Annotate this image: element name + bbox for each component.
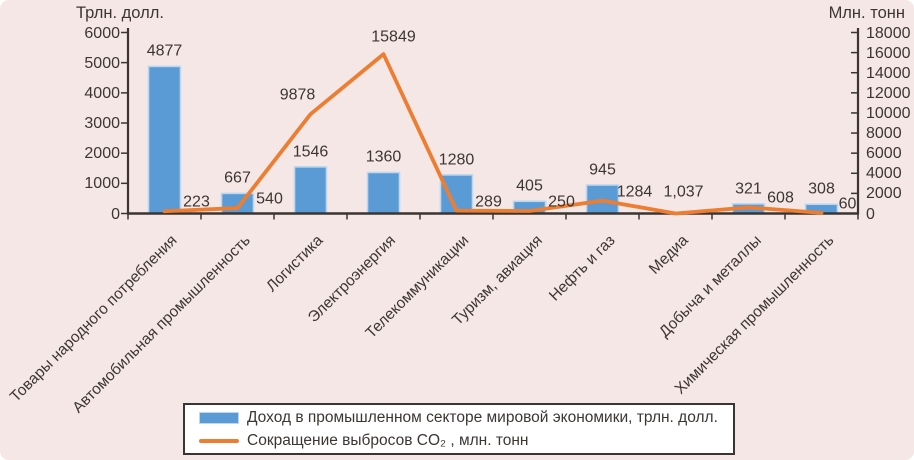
- bar-value-label: 1360: [365, 148, 402, 166]
- bar-value-label: 1546: [292, 143, 329, 161]
- line-value-label: 250: [548, 193, 575, 211]
- left-axis-title: Трлн. долл.: [76, 4, 164, 22]
- bar-2: [293, 166, 328, 215]
- legend-line-swatch-icon: [199, 438, 239, 443]
- legend-item-label: Сокращение выбросов CO₂ , млн. тонн: [247, 431, 529, 449]
- y-axis-right-tick-label: 16000: [866, 44, 911, 62]
- bar-value-label: 4877: [146, 42, 183, 60]
- bar-value-label: 945: [589, 161, 616, 179]
- bar-value-label: 321: [735, 180, 762, 198]
- line-value-label: 60: [838, 195, 857, 213]
- line-value-label: 223: [183, 193, 210, 211]
- bar-value-label: 667: [224, 169, 251, 187]
- line-value-label: 289: [475, 193, 502, 211]
- y-axis-right-tick-label: 12000: [866, 84, 911, 102]
- y-axis-right-tick-label: 8000: [866, 125, 902, 143]
- legend-item-co2: Сокращение выбросов CO₂ , млн. тонн: [185, 432, 733, 450]
- right-axis-title: Млн. тонн: [828, 4, 905, 22]
- co2-line-series: [162, 52, 824, 216]
- y-axis-right-tick-label: 10000: [866, 104, 911, 122]
- y-axis-right-tick-label: 2000: [866, 185, 902, 203]
- y-axis-right-tick-label: 18000: [866, 24, 911, 42]
- y-axis-left-tick-label: 1000: [84, 175, 120, 193]
- y-axis-right-tick-label: 6000: [866, 145, 902, 163]
- bar-0: [147, 65, 182, 215]
- y-axis-right-tick-label: 0: [866, 205, 875, 223]
- y-axis-right-tick-label: 14000: [866, 64, 911, 82]
- y-axis-left-tick-label: 0: [111, 205, 120, 223]
- line-value-label: 15849: [371, 28, 416, 46]
- y-axis-left-tick-label: 3000: [84, 115, 120, 132]
- bar-value-label: 405: [516, 177, 543, 195]
- y-axis-left-tick-label: 4000: [84, 84, 120, 102]
- bar-value-label: 308: [808, 180, 835, 198]
- line-value-label: 608: [767, 189, 794, 207]
- y-axis-right-tick-label: 4000: [866, 165, 902, 183]
- line-value-label: 1284: [616, 183, 653, 201]
- bar-value-label: 1280: [438, 151, 475, 169]
- line-value-label: 1,037: [663, 183, 704, 201]
- y-axis-left-tick-label: 6000: [84, 24, 120, 42]
- legend-item-revenue: Доход в промышленном секторе мировой эко…: [185, 409, 733, 427]
- legend: Доход в промышленном секторе мировой эко…: [183, 403, 735, 455]
- bar-3: [366, 171, 401, 215]
- legend-bar-swatch-icon: [199, 411, 239, 424]
- line-value-label: 540: [256, 190, 283, 208]
- line-value-label: 9878: [279, 86, 316, 104]
- y-axis-left-tick-label: 5000: [84, 54, 120, 72]
- y-axis-left-tick-label: 2000: [84, 145, 120, 163]
- legend-item-label: Доход в промышленном секторе мировой эко…: [247, 408, 718, 426]
